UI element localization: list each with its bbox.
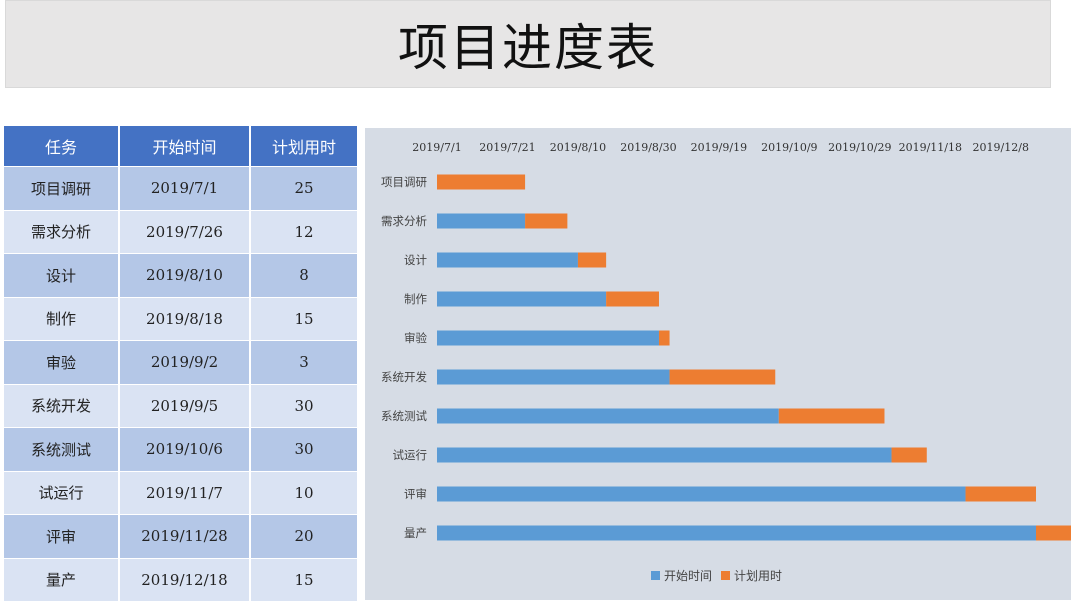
duration-bar (891, 447, 927, 463)
category-label: 评审 (404, 487, 427, 501)
task-cell: 设计 (4, 253, 120, 298)
task-cell: 量产 (4, 558, 120, 602)
start-offset-bar (437, 330, 659, 346)
x-tick-label: 2019/9/19 (691, 141, 747, 154)
x-tick-label: 2019/7/21 (479, 141, 535, 154)
duration-cell: 20 (250, 514, 359, 559)
category-label: 需求分析 (381, 214, 427, 228)
header-task: 任务 (4, 126, 120, 167)
legend-swatch-duration (721, 571, 730, 580)
duration-bar (577, 252, 607, 268)
duration-bar (606, 291, 659, 307)
start-cell: 2019/12/18 (119, 558, 251, 602)
x-tick-label: 2019/10/29 (828, 141, 891, 154)
task-cell: 系统开发 (4, 384, 120, 428)
task-cell: 试运行 (4, 471, 120, 515)
duration-bar (669, 369, 776, 385)
category-label: 制作 (404, 292, 427, 306)
table-row: 项目调研 2019/7/1 25 (4, 166, 359, 211)
category-label: 系统测试 (381, 409, 427, 423)
start-cell: 2019/7/1 (119, 166, 251, 211)
duration-cell: 15 (250, 558, 359, 602)
table-row: 设计 2019/8/10 8 (4, 253, 359, 298)
header-start-time: 开始时间 (119, 126, 251, 167)
legend-label-duration: 计划用时 (734, 569, 782, 583)
table-header-row: 任务 开始时间 计划用时 (4, 126, 359, 167)
table-row: 系统测试 2019/10/6 30 (4, 427, 359, 472)
start-cell: 2019/7/26 (119, 210, 251, 254)
duration-bar (778, 408, 885, 424)
start-cell: 2019/10/6 (119, 427, 251, 472)
gantt-chart: 2019/7/1 2019/7/21 2019/8/10 2019/8/30 2019/… (365, 128, 1071, 600)
page-title: 项目进度表 (398, 19, 658, 77)
start-offset-bar (437, 525, 1036, 541)
duration-cell: 30 (250, 427, 359, 472)
legend-label-start: 开始时间 (664, 569, 712, 583)
task-cell: 评审 (4, 514, 120, 559)
duration-bar (658, 330, 670, 346)
schedule-table: 任务 开始时间 计划用时 项目调研 2019/7/1 25 需求分析 2019/… (4, 126, 359, 602)
start-offset-bar (437, 486, 966, 502)
x-tick-label: 2019/10/9 (761, 141, 817, 154)
header-duration: 计划用时 (250, 126, 359, 167)
duration-cell: 25 (250, 166, 359, 211)
duration-cell: 30 (250, 384, 359, 428)
x-tick-label: 2019/11/18 (899, 141, 962, 154)
category-label: 系统开发 (381, 370, 427, 384)
start-cell: 2019/11/28 (119, 514, 251, 559)
legend-swatch-start (651, 571, 660, 580)
table-row: 制作 2019/8/18 15 (4, 297, 359, 341)
start-offset-bar (437, 252, 578, 268)
x-tick-label: 2019/12/8 (973, 141, 1029, 154)
start-offset-bar (437, 447, 892, 463)
duration-bar (965, 486, 1036, 502)
task-cell: 需求分析 (4, 210, 120, 254)
start-offset-bar (437, 213, 526, 229)
table-row: 评审 2019/11/28 20 (4, 514, 359, 559)
duration-cell: 15 (250, 297, 359, 341)
category-label: 项目调研 (381, 175, 427, 189)
duration-bar (437, 174, 526, 190)
start-cell: 2019/8/18 (119, 297, 251, 341)
table-row: 试运行 2019/11/7 10 (4, 471, 359, 515)
x-tick-label: 2019/8/10 (550, 141, 606, 154)
category-label: 量产 (404, 526, 427, 540)
duration-cell: 8 (250, 253, 359, 298)
start-cell: 2019/11/7 (119, 471, 251, 515)
table-row: 审验 2019/9/2 3 (4, 340, 359, 385)
x-tick-label: 2019/7/1 (412, 141, 461, 154)
table-row: 需求分析 2019/7/26 12 (4, 210, 359, 254)
duration-cell: 12 (250, 210, 359, 254)
x-tick-label: 2019/8/30 (620, 141, 676, 154)
duration-bar (525, 213, 568, 229)
duration-cell: 10 (250, 471, 359, 515)
category-label: 审验 (404, 331, 427, 345)
task-cell: 审验 (4, 340, 120, 385)
task-cell: 项目调研 (4, 166, 120, 211)
task-cell: 系统测试 (4, 427, 120, 472)
table-row: 系统开发 2019/9/5 30 (4, 384, 359, 428)
table-row: 量产 2019/12/18 15 (4, 558, 359, 602)
start-offset-bar (437, 369, 670, 385)
title-bar: 项目进度表 (5, 0, 1051, 88)
duration-bar (1036, 525, 1071, 541)
task-cell: 制作 (4, 297, 120, 341)
start-offset-bar (437, 291, 607, 307)
category-label: 设计 (404, 253, 427, 267)
start-cell: 2019/9/5 (119, 384, 251, 428)
start-offset-bar (437, 408, 779, 424)
duration-cell: 3 (250, 340, 359, 385)
start-cell: 2019/8/10 (119, 253, 251, 298)
gantt-chart-svg: 2019/7/1 2019/7/21 2019/8/10 2019/8/30 2019/… (381, 141, 1071, 583)
start-cell: 2019/9/2 (119, 340, 251, 385)
category-label: 试运行 (393, 448, 428, 462)
